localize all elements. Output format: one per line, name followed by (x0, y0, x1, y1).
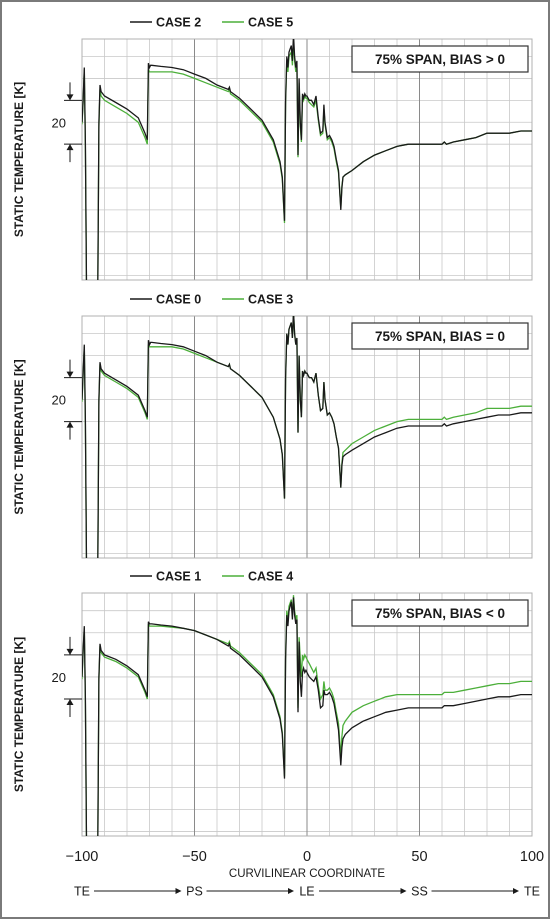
legend-label: CASE 1 (156, 570, 201, 584)
scale-bar-arrowhead-up (66, 144, 74, 151)
scale-bar-arrowhead-down (66, 371, 74, 378)
chart-panel-1: CASE 0 CASE 3 75% SPAN, BIAS = 0 STATIC TEM… (12, 293, 533, 559)
x-tick-label: 0 (303, 849, 311, 865)
x-axis-label: CURVILINEAR COORDINATE (229, 868, 385, 880)
scale-bar-arrowhead-down (66, 94, 74, 101)
region-label: TE (524, 885, 540, 899)
chart-title: 75% SPAN, BIAS < 0 (375, 606, 505, 621)
scale-bar-label: 20 (52, 115, 66, 130)
scale-bar-arrowhead-up (66, 699, 74, 706)
region-arrowhead (175, 888, 182, 894)
legend-label: CASE 3 (248, 293, 293, 307)
scale-bar-label: 20 (52, 670, 66, 685)
chart-panel-0: CASE 2 CASE 5 75% SPAN, BIAS > 0 STATIC TEM… (12, 16, 533, 281)
x-tick-label: −50 (182, 849, 207, 865)
region-label: SS (411, 885, 428, 899)
region-arrowhead (400, 888, 407, 894)
chart-title-box (351, 45, 529, 73)
x-tick-label: 100 (520, 849, 544, 865)
region-label: TE (74, 885, 90, 899)
plot-frame (81, 592, 533, 837)
scale-bar-label: 20 (52, 393, 66, 408)
chart-title-box (351, 599, 529, 627)
plot-frame (81, 315, 533, 559)
scale-bar-arrowhead-up (66, 421, 74, 428)
region-arrowhead (513, 888, 519, 894)
chart-title: 75% SPAN, BIAS = 0 (375, 329, 505, 344)
region-label: PS (186, 885, 203, 899)
chart-panel-2: CASE 1 CASE 4 75% SPAN, BIAS < 0 STATIC TEM… (12, 570, 533, 837)
x-tick-label: 50 (411, 849, 427, 865)
legend-label: CASE 4 (248, 570, 293, 584)
y-axis-label: STATIC TEMPERATURE [K] (12, 82, 26, 237)
series-line-case-0 (82, 316, 532, 558)
scale-bar-arrowhead-down (66, 648, 74, 655)
y-axis-label: STATIC TEMPERATURE [K] (12, 637, 26, 792)
x-tick-label: −100 (66, 849, 99, 865)
legend-label: CASE 0 (156, 293, 201, 307)
plot-frame (81, 38, 533, 281)
region-label: LE (299, 885, 314, 899)
region-arrowhead (288, 888, 294, 894)
series-line-case-1 (82, 597, 532, 836)
legend-label: CASE 2 (156, 16, 201, 30)
legend-label: CASE 5 (248, 16, 293, 30)
chart-title-box (351, 322, 529, 350)
y-axis-label: STATIC TEMPERATURE [K] (12, 359, 26, 514)
chart-title: 75% SPAN, BIAS > 0 (375, 52, 505, 67)
series-line-case-2 (82, 39, 532, 280)
